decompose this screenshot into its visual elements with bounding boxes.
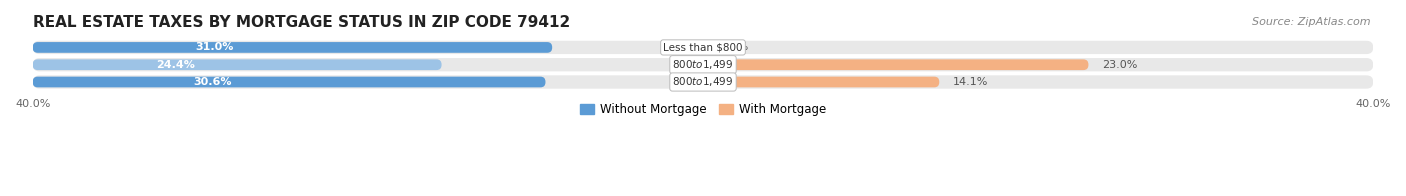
FancyBboxPatch shape bbox=[32, 77, 546, 87]
Text: 23.0%: 23.0% bbox=[1102, 60, 1137, 70]
Text: 31.0%: 31.0% bbox=[195, 42, 233, 53]
FancyBboxPatch shape bbox=[32, 41, 1374, 54]
Text: 14.1%: 14.1% bbox=[953, 77, 988, 87]
FancyBboxPatch shape bbox=[703, 59, 1088, 70]
FancyBboxPatch shape bbox=[32, 42, 553, 53]
FancyBboxPatch shape bbox=[703, 77, 939, 87]
FancyBboxPatch shape bbox=[32, 58, 1374, 71]
FancyBboxPatch shape bbox=[32, 75, 1374, 89]
Text: 30.6%: 30.6% bbox=[193, 77, 232, 87]
Legend: Without Mortgage, With Mortgage: Without Mortgage, With Mortgage bbox=[575, 98, 831, 121]
Text: 24.4%: 24.4% bbox=[156, 60, 195, 70]
Text: $800 to $1,499: $800 to $1,499 bbox=[672, 58, 734, 71]
Text: Less than $800: Less than $800 bbox=[664, 42, 742, 53]
Text: 0.0%: 0.0% bbox=[720, 42, 748, 53]
FancyBboxPatch shape bbox=[32, 59, 441, 70]
Text: REAL ESTATE TAXES BY MORTGAGE STATUS IN ZIP CODE 79412: REAL ESTATE TAXES BY MORTGAGE STATUS IN … bbox=[32, 15, 569, 30]
Text: $800 to $1,499: $800 to $1,499 bbox=[672, 75, 734, 89]
Text: Source: ZipAtlas.com: Source: ZipAtlas.com bbox=[1251, 17, 1371, 27]
